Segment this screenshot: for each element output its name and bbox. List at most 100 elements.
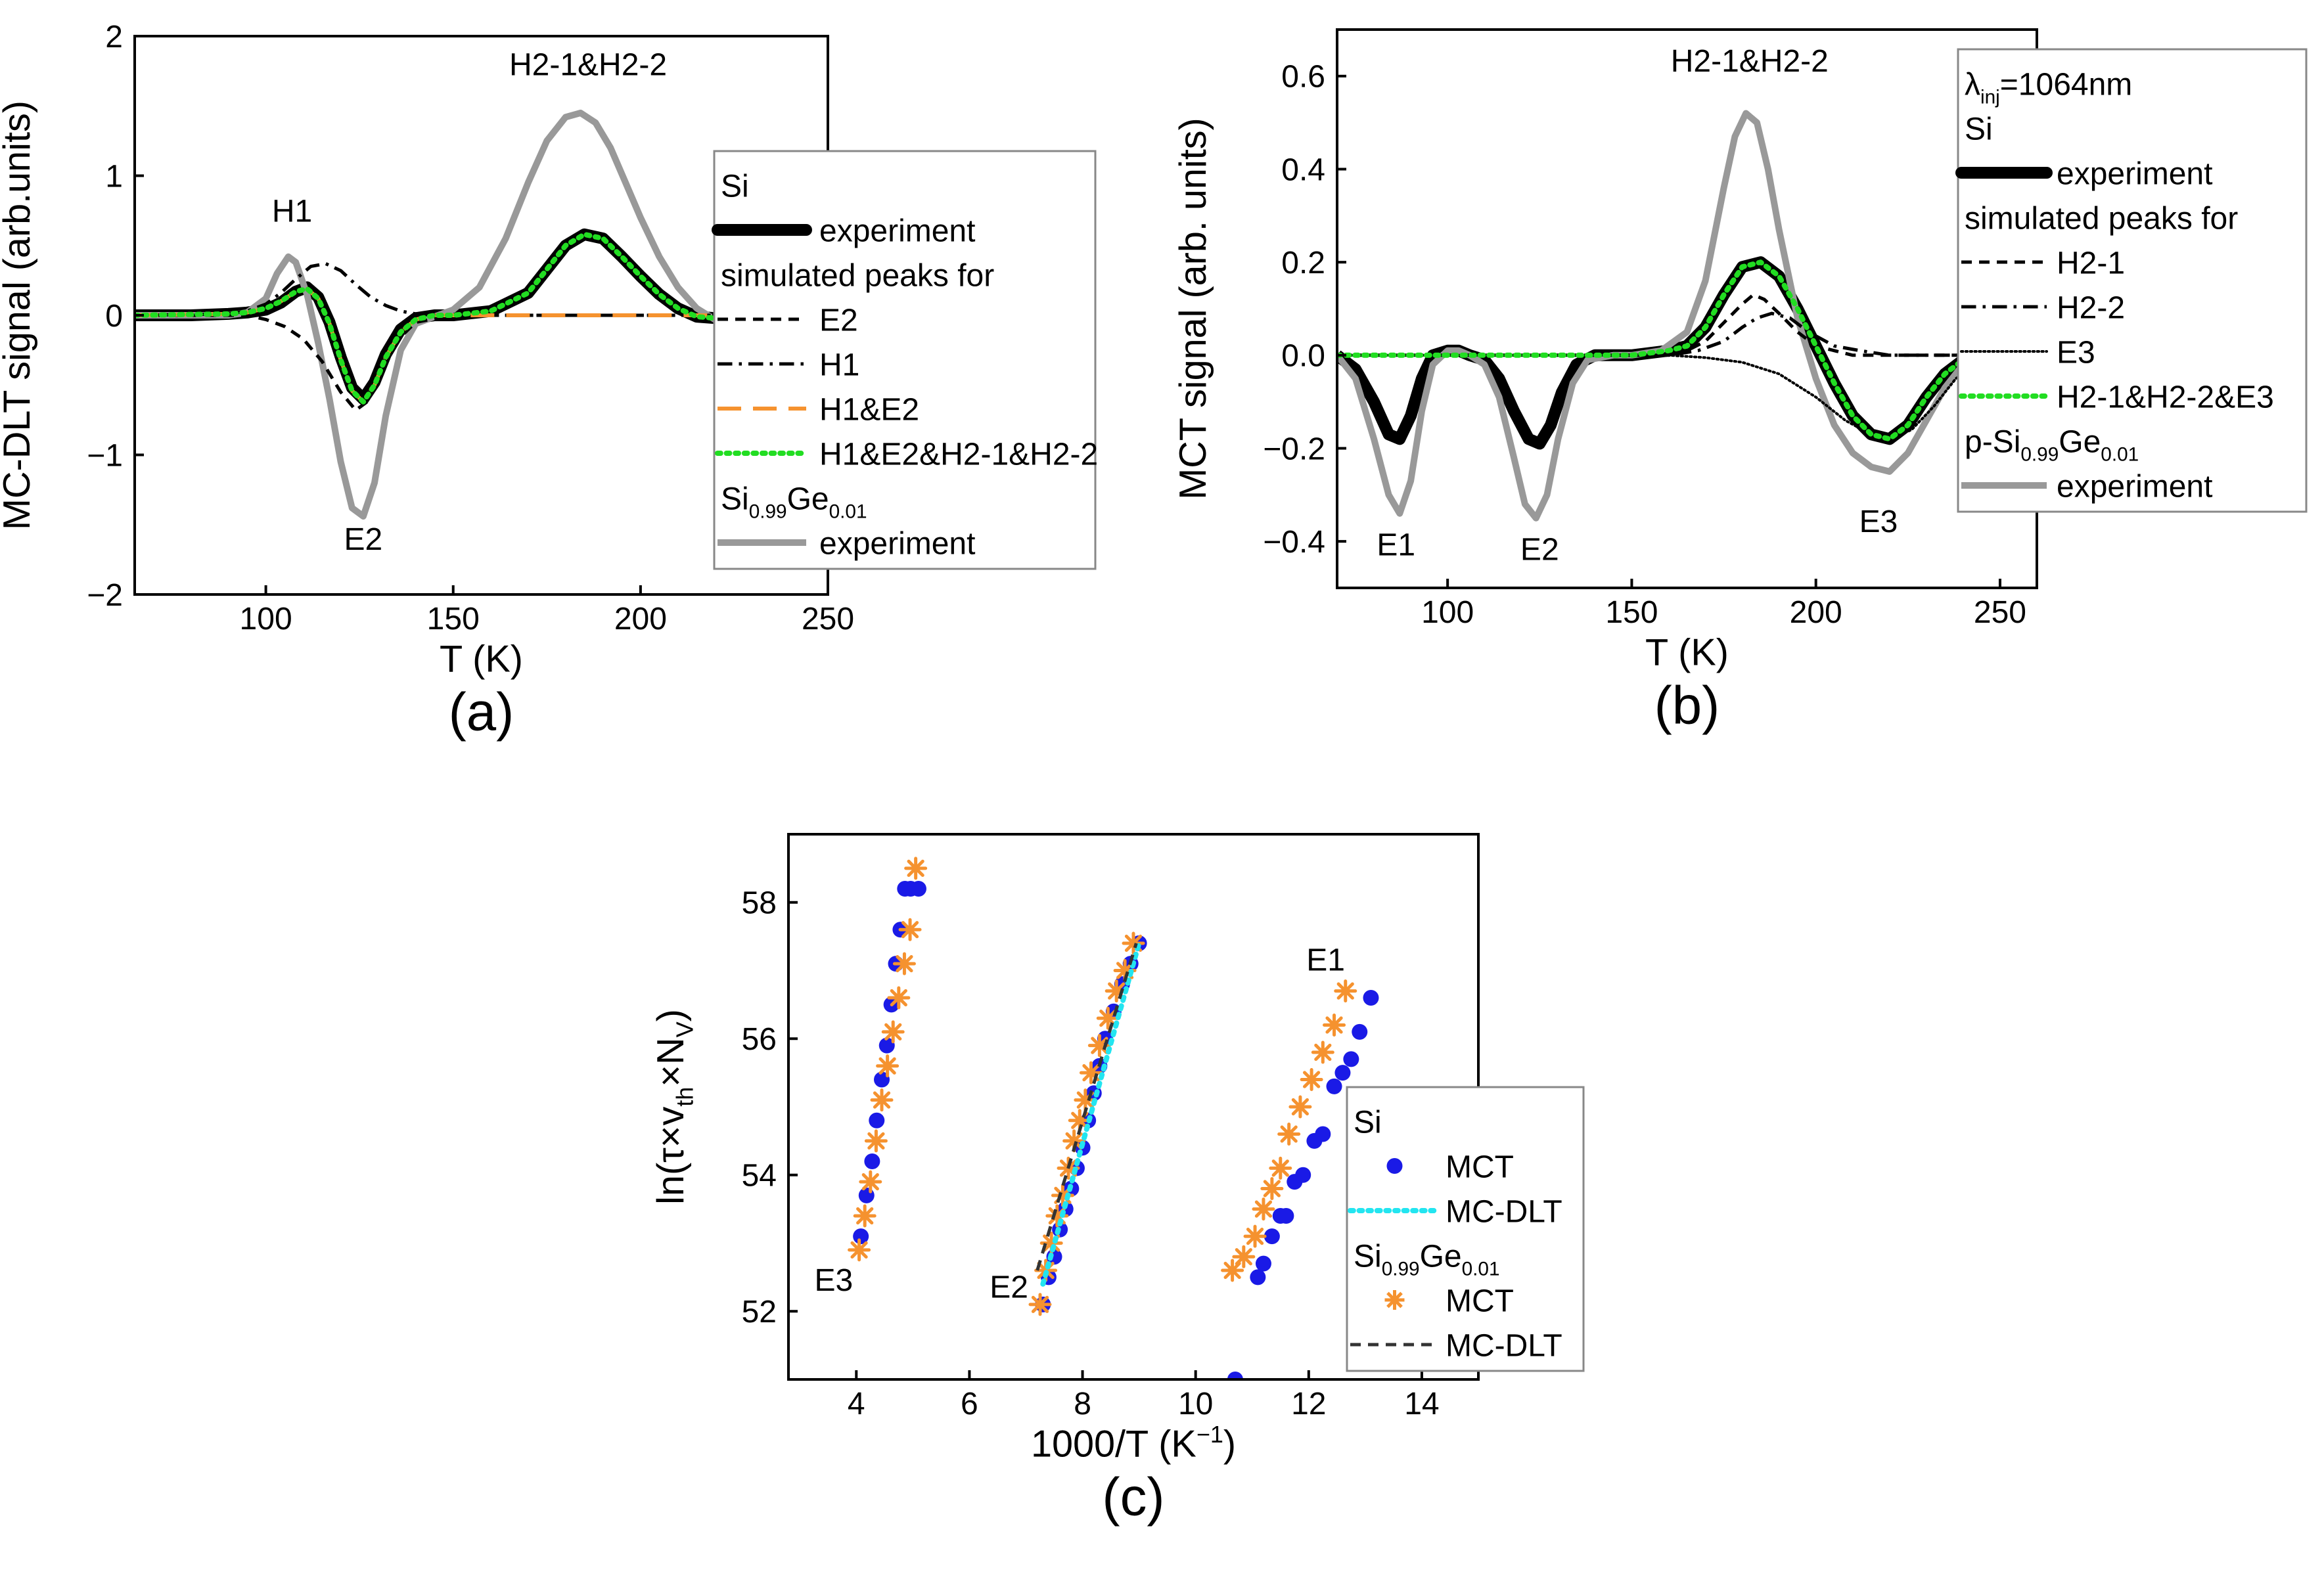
data-point-sige-mct bbox=[887, 986, 911, 1010]
legend-entry-label: MC-DLT bbox=[1446, 1328, 1562, 1363]
data-point-sige-mct bbox=[853, 1204, 877, 1228]
legend-swatch-star bbox=[1384, 1290, 1405, 1310]
y-tick-label: 58 bbox=[742, 886, 777, 921]
legend-header: Si0.99Ge0.01 bbox=[721, 481, 867, 522]
data-point-si-mct bbox=[1227, 1372, 1243, 1379]
x-tick-label: 10 bbox=[1178, 1387, 1213, 1421]
legend-box bbox=[1346, 1086, 1585, 1372]
x-tick-label: 100 bbox=[240, 602, 292, 637]
series-line-2 bbox=[1337, 293, 2000, 357]
data-point-si-mct bbox=[1295, 1167, 1311, 1183]
x-tick-label: 6 bbox=[961, 1387, 978, 1421]
legend-entry-label: MCT bbox=[1446, 1150, 1514, 1184]
legend-header: Si0.99Ge0.01 bbox=[1354, 1239, 1500, 1280]
legend-entry-label: H2-2 bbox=[2057, 290, 2125, 325]
data-point-sige-mct bbox=[1113, 959, 1137, 982]
legend: λinj=1064nm Si experiment simulated peaks f… bbox=[1955, 48, 2308, 513]
series-line-5 bbox=[135, 231, 718, 405]
y-tick-label: 2 bbox=[105, 20, 123, 55]
series-line-3 bbox=[1036, 943, 1138, 1271]
y-tick-label: 0.2 bbox=[1281, 246, 1325, 280]
series-line-4 bbox=[1337, 353, 2009, 441]
x-tick-label: 250 bbox=[1974, 595, 2026, 630]
legend: Si MCT MC-DLT Si0.99Ge0.01 MCT MC-DLT bbox=[1346, 1086, 1585, 1372]
panel-a-chart: 100 150 200 250 −2 −1 0 1 2 H2-1&H2-2 H1 E2 T (K) MC-… bbox=[0, 20, 1098, 742]
data-point-sige-mct bbox=[1243, 1224, 1267, 1248]
data-point-si-mct bbox=[874, 1071, 890, 1088]
peak-label: E2 bbox=[1520, 533, 1559, 568]
panel-c-chart: 4 6 8 10 12 14 52 54 56 58 E3 E2 E1 1000/T (K−1) ln(τ×… bbox=[650, 833, 1585, 1527]
peak-label: H2-1&H2-2 bbox=[509, 48, 667, 83]
x-tick-label: 100 bbox=[1421, 595, 1474, 630]
x-axis-label: 1000/T (K−1) bbox=[1031, 1421, 1236, 1465]
peak-label: E3 bbox=[814, 1263, 853, 1298]
x-tick-label: 200 bbox=[614, 602, 667, 637]
legend-header: simulated peaks for bbox=[721, 258, 994, 293]
y-tick-label: 54 bbox=[742, 1159, 777, 1194]
legend-header: Si bbox=[721, 169, 749, 204]
data-point-sige-mct bbox=[1028, 1293, 1052, 1316]
data-point-sige-mct bbox=[848, 1238, 871, 1262]
data-point-si-mct bbox=[1343, 1051, 1359, 1067]
legend-entry-label: experiment bbox=[819, 526, 975, 561]
data-point-sige-mct bbox=[898, 918, 922, 941]
series-group bbox=[1337, 110, 2009, 522]
y-axis-label: MC-DLT signal (arb.units) bbox=[0, 101, 38, 530]
plot-frame bbox=[1336, 28, 2038, 589]
legend-box bbox=[713, 150, 1097, 570]
data-point-si-mct bbox=[853, 1228, 869, 1245]
data-point-sige-mct bbox=[859, 1170, 882, 1194]
data-point-si-mct bbox=[869, 1112, 885, 1129]
panel-b-chart: 100 150 200 250 −0.4 −0.2 0.0 0.2 0.4 0.6 H2-1&H2-… bbox=[1172, 28, 2308, 735]
peak-label: E2 bbox=[344, 522, 383, 557]
data-point-si-mct bbox=[1278, 1208, 1294, 1224]
data-point-sige-mct bbox=[1323, 1014, 1346, 1037]
series-line-1 bbox=[135, 109, 721, 520]
x-tick-label: 12 bbox=[1291, 1387, 1326, 1421]
legend-header: Si bbox=[1354, 1105, 1382, 1140]
legend-entry-label: H1&E2 bbox=[819, 392, 919, 427]
y-tick-label: 0.6 bbox=[1281, 60, 1325, 95]
peak-label: E1 bbox=[1377, 527, 1415, 562]
data-point-sige-mct bbox=[876, 1054, 900, 1078]
legend-entry-label: experiment bbox=[2057, 469, 2212, 504]
data-point-si-mct bbox=[864, 1153, 880, 1169]
panel-label: (b) bbox=[1654, 675, 1720, 735]
y-tick-label: −0.2 bbox=[1263, 432, 1325, 466]
data-point-sige-mct bbox=[1087, 1034, 1111, 1058]
data-point-sige-mct bbox=[864, 1129, 888, 1153]
data-point-si-mct bbox=[1264, 1228, 1280, 1245]
series-group bbox=[135, 109, 721, 520]
data-point-sige-mct bbox=[1260, 1177, 1284, 1200]
panel-label: (a) bbox=[449, 682, 514, 742]
y-tick-label: −2 bbox=[87, 578, 123, 613]
data-point-sige-mct bbox=[1221, 1259, 1244, 1282]
data-point-sige-mct bbox=[1079, 1061, 1103, 1084]
data-point-sige-mct bbox=[1288, 1095, 1312, 1119]
y-tick-label: 0 bbox=[105, 299, 123, 334]
x-tick-label: 8 bbox=[1074, 1387, 1091, 1421]
data-point-sige-mct bbox=[1051, 1184, 1074, 1207]
series-line-5 bbox=[1337, 259, 2003, 442]
panel-label: (c) bbox=[1102, 1467, 1164, 1527]
y-tick-label: 0.0 bbox=[1281, 339, 1325, 374]
data-point-sige-mct bbox=[1334, 979, 1357, 1003]
data-point-sige-mct bbox=[870, 1088, 894, 1112]
y-tick-label: −1 bbox=[87, 438, 123, 473]
legend-entry-label: experiment bbox=[2057, 156, 2212, 191]
x-tick-label: 14 bbox=[1404, 1387, 1439, 1421]
y-tick-label: 52 bbox=[742, 1295, 777, 1330]
data-point-sige-mct bbox=[892, 952, 916, 975]
series-group bbox=[848, 857, 1379, 1379]
data-point-si-mct bbox=[1334, 1065, 1351, 1081]
data-point-sige-mct bbox=[881, 1020, 905, 1044]
data-point-sige-mct bbox=[1096, 1006, 1120, 1030]
data-point-sige-mct bbox=[1269, 1156, 1292, 1180]
data-point-si-mct bbox=[1255, 1255, 1271, 1272]
peak-label: H1 bbox=[272, 194, 312, 229]
data-point-sige-mct bbox=[1039, 1232, 1063, 1255]
x-tick-label: 150 bbox=[1605, 595, 1658, 630]
x-axis-label: T (K) bbox=[1645, 632, 1729, 674]
data-point-sige-mct bbox=[904, 857, 928, 880]
